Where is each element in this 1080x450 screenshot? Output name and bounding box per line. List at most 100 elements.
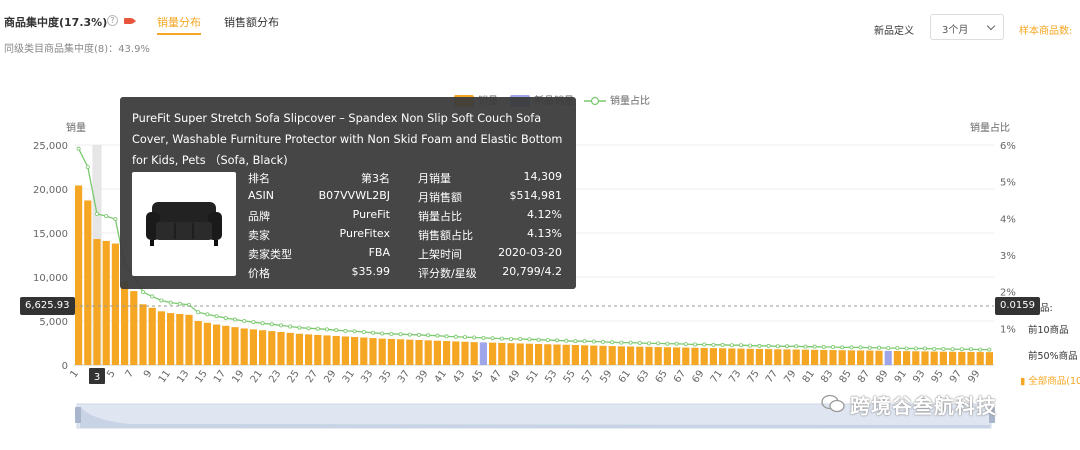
share-point [426,333,431,338]
share-point [812,344,817,349]
sales-bar [949,351,957,365]
sales-bar [976,352,984,365]
x-tick-label: 15 [194,368,210,385]
sales-bar [452,341,460,365]
sales-bar [148,307,156,365]
sales-bar [194,321,202,365]
crosshair-left-value: 6,625.93 [20,297,75,315]
sales-bar [608,346,616,365]
x-tick-label: 57 [580,368,596,385]
tooltip-value: 2020-03-20 [498,246,562,259]
x-tick-label: 21 [249,368,265,385]
sample-count-link[interactable]: 样本商品数: [1019,26,1073,37]
x-tick-label: 67 [672,368,688,385]
tooltip-value: PureFitex [339,227,390,240]
share-point [656,341,661,346]
legend-top10[interactable]: 前10商品 [1028,325,1069,336]
share-point [785,344,790,349]
sales-bar [295,333,303,365]
sales-bar [792,349,800,365]
page-title: 商品集中度(17.3%) [4,16,108,29]
x-tick-label: 91 [893,368,909,385]
sales-bar [820,349,828,365]
tooltip-key: 销售额占比 [418,229,473,242]
sales-bar [93,239,101,365]
tooltip-value: $35.99 [351,265,391,278]
sales-bar [627,346,635,365]
x-tick-label: 89 [874,368,890,385]
x-tick-label: 59 [598,368,614,385]
share-point [288,324,293,329]
help-icon[interactable]: ? [107,15,118,26]
legend-all-products[interactable]: ▮ 全部商品(10 [1020,373,1080,387]
left-tick-label: 15,000 [33,229,68,240]
left-tick-label: 20,000 [33,185,68,196]
tooltip-key: 品牌 [248,210,270,223]
tooltip-key: 评分数/星级 [418,267,477,280]
right-axis-label: 销量占比 [970,121,1010,134]
share-point [297,325,302,330]
tooltip-value: 4.12% [527,208,562,221]
tooltip-value: 20,799/4.2 [502,265,562,278]
right-tick-label: 4% [1000,214,1016,225]
share-point [380,331,385,336]
x-tick-label: 5 [105,368,118,380]
share-line-path [78,148,990,351]
product-image [132,172,236,276]
tooltip-key: 月销量 [418,172,451,185]
new-product-definition-select[interactable]: 3个月 [930,14,1004,40]
share-point [628,340,633,345]
share-point [674,341,679,346]
slider-handle-right [989,407,995,423]
x-tick-label: 85 [838,368,854,385]
share-point [389,331,394,336]
share-point [913,346,918,351]
tab-revenue-distribution[interactable]: 销售额分布 [224,16,279,29]
share-point [398,332,403,337]
share-point [269,322,274,327]
sales-bar [838,350,846,365]
share-point [343,328,348,333]
sales-bar [783,349,791,365]
x-tick-label: 87 [856,368,872,385]
x-tick-label: 81 [801,368,817,385]
sales-bar [185,314,193,365]
tooltip-key: 上架时间 [418,248,462,261]
video-icon[interactable] [124,18,136,24]
share-point [840,345,845,350]
sales-bar [111,243,119,365]
sales-bar [507,343,515,365]
share-point [591,339,596,344]
share-point [619,340,624,345]
tab-sales-distribution[interactable]: 销量分布 [157,14,201,35]
tooltip-key: ASIN [248,189,274,202]
sales-bar [102,240,110,365]
x-tick-label: 9 [142,368,155,380]
sales-bar [967,351,975,365]
sales-bar [378,338,386,365]
share-point [527,337,532,342]
tooltip-value: 4.13% [527,227,562,240]
share-point [232,317,237,322]
x-tick-label: 1 [68,368,81,380]
x-tick-label: 37 [396,368,412,385]
x-tick-label: 43 [451,368,467,385]
x-tick-label: 97 [948,368,964,385]
slider-preview [80,406,990,428]
sales-bar [921,351,929,365]
sales-bar [424,340,432,365]
legend-top50pct[interactable]: 前50%商品 [1028,351,1078,362]
share-point [196,310,201,315]
sales-bar [571,345,579,365]
sales-bar [387,338,395,365]
x-tick-label: 17 [212,368,228,385]
share-point [518,336,523,341]
share-point [637,340,642,345]
right-tick-label: 2% [1000,288,1016,299]
right-tick-label: 5% [1000,178,1016,189]
sales-bar [360,337,368,365]
sales-bar [636,346,644,365]
share-point [886,346,891,351]
watermark: 跨境谷叁航科技 [850,394,997,418]
sales-bar [397,339,405,365]
